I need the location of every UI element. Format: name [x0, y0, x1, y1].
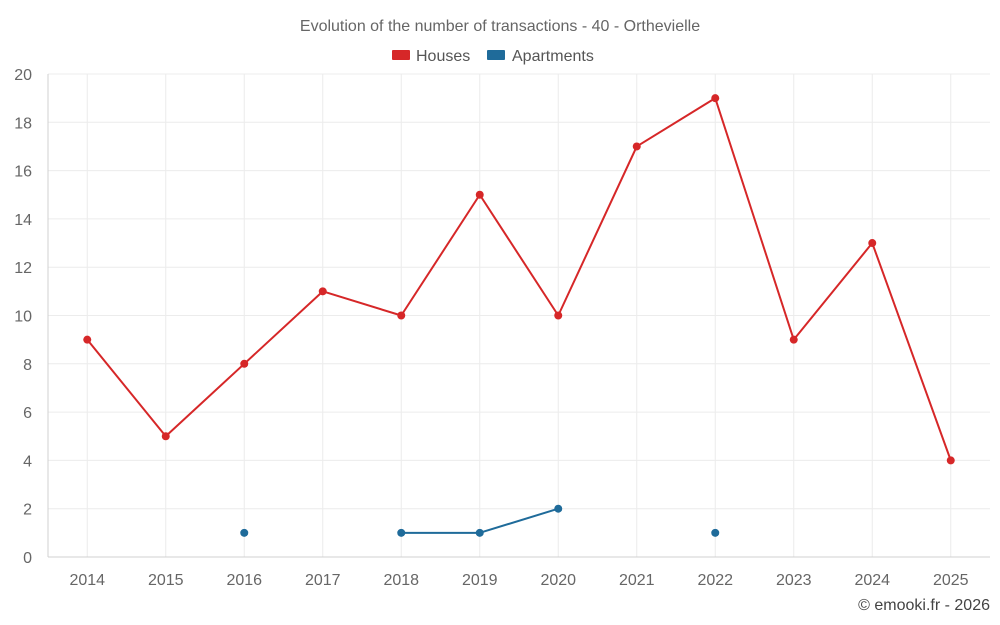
x-tick-label: 2024 [854, 572, 890, 589]
legend: Houses Apartments [392, 48, 594, 65]
data-point-houses-2016[interactable] [240, 359, 249, 368]
x-tick-label: 2015 [148, 572, 184, 589]
data-point-houses-2020[interactable] [554, 311, 563, 320]
legend-swatch-houses [392, 50, 410, 60]
series [83, 94, 955, 537]
y-tick-label: 10 [14, 309, 32, 326]
x-tick-label: 2020 [540, 572, 576, 589]
series-line-houses [86, 97, 952, 461]
y-tick-label: 6 [23, 405, 32, 422]
y-tick-label: 20 [14, 67, 32, 84]
chart-title: Evolution of the number of transactions … [300, 18, 700, 35]
series-apartments [240, 504, 720, 537]
y-tick-label: 0 [23, 550, 32, 567]
legend-item-apartments[interactable]: Apartments [487, 48, 594, 65]
x-tick-label: 2018 [383, 572, 419, 589]
credit-text: © emooki.fr - 2026 [858, 597, 990, 614]
data-point-houses-2018[interactable] [397, 311, 406, 320]
x-tick-label: 2025 [933, 572, 969, 589]
data-point-apartments-2019[interactable] [475, 528, 484, 537]
legend-label-houses: Houses [416, 48, 470, 65]
data-point-apartments-2020[interactable] [554, 504, 563, 513]
data-point-houses-2024[interactable] [868, 239, 877, 248]
y-tick-label: 12 [14, 260, 32, 277]
legend-label-apartments: Apartments [512, 48, 594, 65]
x-tick-label: 2014 [69, 572, 105, 589]
grid [48, 73, 990, 557]
x-tick-label: 2019 [462, 572, 498, 589]
axes: 0 2 4 6 8 10 12 14 16 18 20 2014 2015 2016 2017 2018 201… [14, 67, 990, 589]
y-tick-label: 18 [14, 115, 32, 132]
x-tick-label: 2017 [305, 572, 341, 589]
x-tick-label: 2021 [619, 572, 655, 589]
x-tick-label: 2016 [226, 572, 262, 589]
data-point-houses-2017[interactable] [318, 287, 327, 296]
series-houses [83, 94, 955, 465]
legend-swatch-apartments [487, 50, 505, 60]
y-tick-label: 2 [23, 502, 32, 519]
y-tick-label: 14 [14, 212, 32, 229]
y-tick-label: 16 [14, 164, 32, 181]
legend-item-houses[interactable]: Houses [392, 48, 470, 65]
data-point-houses-2021[interactable] [632, 142, 641, 151]
data-point-houses-2014[interactable] [83, 335, 92, 344]
data-point-apartments-2016[interactable] [240, 528, 249, 537]
data-point-houses-2025[interactable] [946, 456, 955, 465]
data-point-apartments-2022[interactable] [711, 528, 720, 537]
data-point-houses-2022[interactable] [711, 94, 720, 103]
data-point-houses-2019[interactable] [475, 190, 484, 199]
y-tick-label: 8 [23, 357, 32, 374]
y-tick-label: 4 [23, 453, 32, 470]
x-tick-label: 2023 [776, 572, 812, 589]
data-point-apartments-2018[interactable] [397, 528, 406, 537]
x-tick-label: 2022 [697, 572, 733, 589]
data-point-houses-2023[interactable] [789, 335, 798, 344]
data-point-houses-2015[interactable] [161, 432, 170, 441]
